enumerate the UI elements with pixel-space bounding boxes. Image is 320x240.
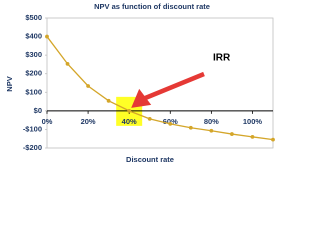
data-point [188,125,193,130]
data-point [86,84,90,88]
data-point [127,108,132,113]
x-tick-label: 80% [204,117,219,126]
y-tick-label: $300 [25,50,42,59]
data-point [209,128,214,133]
x-tick-label: 20% [81,117,96,126]
y-tick-label: $400 [25,32,42,41]
arrow-head [131,88,152,108]
data-point [106,98,111,103]
y-tick-label: $200 [25,69,42,78]
data-point [147,116,152,121]
series-line [46,36,274,141]
annotation: IRR [213,53,231,64]
y-tick-label: $0 [34,106,42,115]
data-point [45,34,49,39]
data-point [250,134,255,139]
arrow-shaft [142,71,205,101]
x-axis-label: Discount rate [126,155,174,164]
data-point [65,61,70,66]
data-point [230,132,234,136]
y-tick-label: $500 [25,13,42,22]
chart: NPV as function of discount rate NPV Dis… [5,2,275,164]
x-tick-label: 60% [163,117,178,126]
x-tick-label: 40% [122,117,137,126]
y-tick-label: $100 [25,87,42,96]
y-tick-label: -$200 [23,143,42,152]
x-tick-label: 100% [243,117,263,126]
x-tick-label: 0% [42,117,53,126]
data-point [168,121,173,126]
chart-title: NPV as function of discount rate [94,2,210,11]
y-axis-label: NPV [5,76,14,91]
y-tick-label: -$100 [23,124,42,133]
plot-border [46,17,274,149]
data-point [271,137,275,142]
